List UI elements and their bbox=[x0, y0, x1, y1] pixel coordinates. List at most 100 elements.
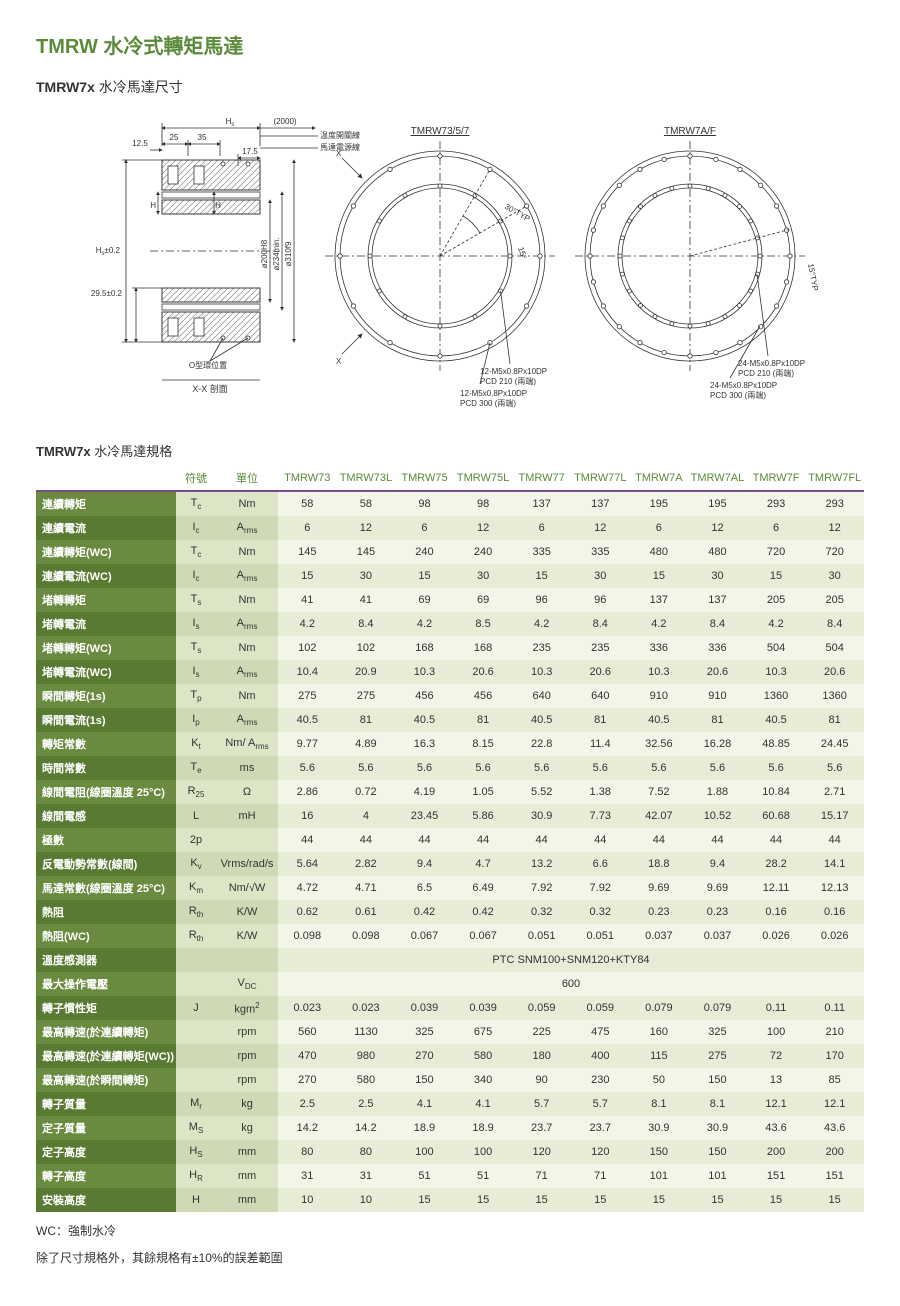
row-value: 15 bbox=[395, 1188, 454, 1212]
row-unit: Nm/√W bbox=[216, 876, 278, 900]
row-symbol: Kt bbox=[176, 732, 216, 756]
row-value: 9.77 bbox=[278, 732, 337, 756]
row-value: 168 bbox=[454, 636, 513, 660]
row-value: 240 bbox=[454, 540, 513, 564]
row-label: 連續轉矩 bbox=[36, 491, 176, 516]
row-symbol: Tp bbox=[176, 684, 216, 708]
row-symbol: Kv bbox=[176, 852, 216, 876]
row-value: 8.4 bbox=[571, 612, 630, 636]
row-value: 1.88 bbox=[688, 780, 747, 804]
row-span-value: PTC SNM100+SNM120+KTY84 bbox=[278, 948, 864, 972]
row-label: 溫度感測器 bbox=[36, 948, 176, 972]
table-row: 連續電流IcArms612612612612612 bbox=[36, 516, 864, 540]
row-value: 325 bbox=[688, 1020, 747, 1044]
row-value: 40.5 bbox=[395, 708, 454, 732]
row-symbol bbox=[176, 1068, 216, 1092]
row-label: 最高轉速(於連續轉矩(WC)) bbox=[36, 1044, 176, 1068]
row-value: 14.2 bbox=[337, 1116, 396, 1140]
svg-text:PCD 300 (兩端): PCD 300 (兩端) bbox=[710, 390, 766, 400]
row-unit: kg bbox=[216, 1116, 278, 1140]
table-row: 轉子高度HRmm313151517171101101151151 bbox=[36, 1164, 864, 1188]
row-value: 293 bbox=[747, 491, 806, 516]
row-symbol: R25 bbox=[176, 780, 216, 804]
row-value: 8.5 bbox=[454, 612, 513, 636]
row-value: 640 bbox=[571, 684, 630, 708]
row-value: 504 bbox=[805, 636, 864, 660]
row-symbol: L bbox=[176, 804, 216, 828]
row-value: 151 bbox=[747, 1164, 806, 1188]
row-value: 23.7 bbox=[571, 1116, 630, 1140]
row-value: 20.6 bbox=[805, 660, 864, 684]
row-value: 10.4 bbox=[278, 660, 337, 684]
svg-text:X: X bbox=[336, 149, 342, 158]
row-value: 230 bbox=[571, 1068, 630, 1092]
row-unit: mm bbox=[216, 1164, 278, 1188]
row-value: 205 bbox=[805, 588, 864, 612]
row-value: 0.42 bbox=[395, 900, 454, 924]
row-symbol: Ip bbox=[176, 708, 216, 732]
row-value: 5.6 bbox=[688, 756, 747, 780]
row-label: 安裝高度 bbox=[36, 1188, 176, 1212]
row-value: 200 bbox=[805, 1140, 864, 1164]
row-value: 40.5 bbox=[278, 708, 337, 732]
row-symbol: Ic bbox=[176, 516, 216, 540]
svg-text:TMRW73/5/7: TMRW73/5/7 bbox=[411, 126, 470, 137]
row-value: 15 bbox=[278, 564, 337, 588]
row-value: 5.86 bbox=[454, 804, 513, 828]
row-value: 10.3 bbox=[512, 660, 571, 684]
row-value: 137 bbox=[688, 588, 747, 612]
row-value: 145 bbox=[337, 540, 396, 564]
row-value: 0.067 bbox=[454, 924, 513, 948]
row-value: 210 bbox=[805, 1020, 864, 1044]
table-row: 線間電感LmH16423.455.8630.97.7342.0710.5260.… bbox=[36, 804, 864, 828]
row-value: 5.6 bbox=[805, 756, 864, 780]
row-value: 910 bbox=[688, 684, 747, 708]
row-unit: Nm bbox=[216, 636, 278, 660]
row-value: 40.5 bbox=[512, 708, 571, 732]
row-value: 31 bbox=[278, 1164, 337, 1188]
row-unit: Vrms/rad/s bbox=[216, 852, 278, 876]
row-value: 235 bbox=[571, 636, 630, 660]
row-value: 8.15 bbox=[454, 732, 513, 756]
header-model: TMRW75L bbox=[454, 466, 513, 491]
row-value: 5.6 bbox=[337, 756, 396, 780]
row-value: 20.6 bbox=[454, 660, 513, 684]
subtitle-text: 水冷馬達尺寸 bbox=[95, 79, 183, 95]
table-row: 線間電阻(線圈溫度 25°C)R25Ω2.860.724.191.055.521… bbox=[36, 780, 864, 804]
row-value: 71 bbox=[512, 1164, 571, 1188]
row-unit: Arms bbox=[216, 660, 278, 684]
row-value: 195 bbox=[688, 491, 747, 516]
svg-text:29.5±0.2: 29.5±0.2 bbox=[91, 289, 123, 298]
row-symbol: Ic bbox=[176, 564, 216, 588]
row-value: 42.07 bbox=[630, 804, 689, 828]
row-unit: rpm bbox=[216, 1020, 278, 1044]
row-unit: Arms bbox=[216, 516, 278, 540]
svg-text:12.5: 12.5 bbox=[132, 139, 148, 148]
row-value: 8.4 bbox=[805, 612, 864, 636]
row-value: 30.9 bbox=[688, 1116, 747, 1140]
row-value: 4.7 bbox=[454, 852, 513, 876]
row-value: 10.84 bbox=[747, 780, 806, 804]
row-value: 50 bbox=[630, 1068, 689, 1092]
row-label: 最高轉速(於連續轉矩) bbox=[36, 1020, 176, 1044]
row-value: 15 bbox=[630, 564, 689, 588]
header-model: TMRW75 bbox=[395, 466, 454, 491]
row-symbol: Te bbox=[176, 756, 216, 780]
row-value: 0.037 bbox=[630, 924, 689, 948]
row-value: 0.72 bbox=[337, 780, 396, 804]
row-label: 堵轉轉矩(WC) bbox=[36, 636, 176, 660]
row-unit: Nm/ Arms bbox=[216, 732, 278, 756]
row-value: 0.16 bbox=[805, 900, 864, 924]
row-value: 9.4 bbox=[395, 852, 454, 876]
row-value: 910 bbox=[630, 684, 689, 708]
row-symbol: J bbox=[176, 996, 216, 1020]
svg-text:TMRW7A/F: TMRW7A/F bbox=[664, 126, 716, 137]
row-value: 270 bbox=[278, 1068, 337, 1092]
row-value: 5.6 bbox=[278, 756, 337, 780]
row-label: 連續轉矩(WC) bbox=[36, 540, 176, 564]
row-symbol bbox=[176, 948, 216, 972]
header-model: TMRW77 bbox=[512, 466, 571, 491]
row-value: 44 bbox=[747, 828, 806, 852]
row-value: 6.6 bbox=[571, 852, 630, 876]
row-value: 15 bbox=[747, 1188, 806, 1212]
